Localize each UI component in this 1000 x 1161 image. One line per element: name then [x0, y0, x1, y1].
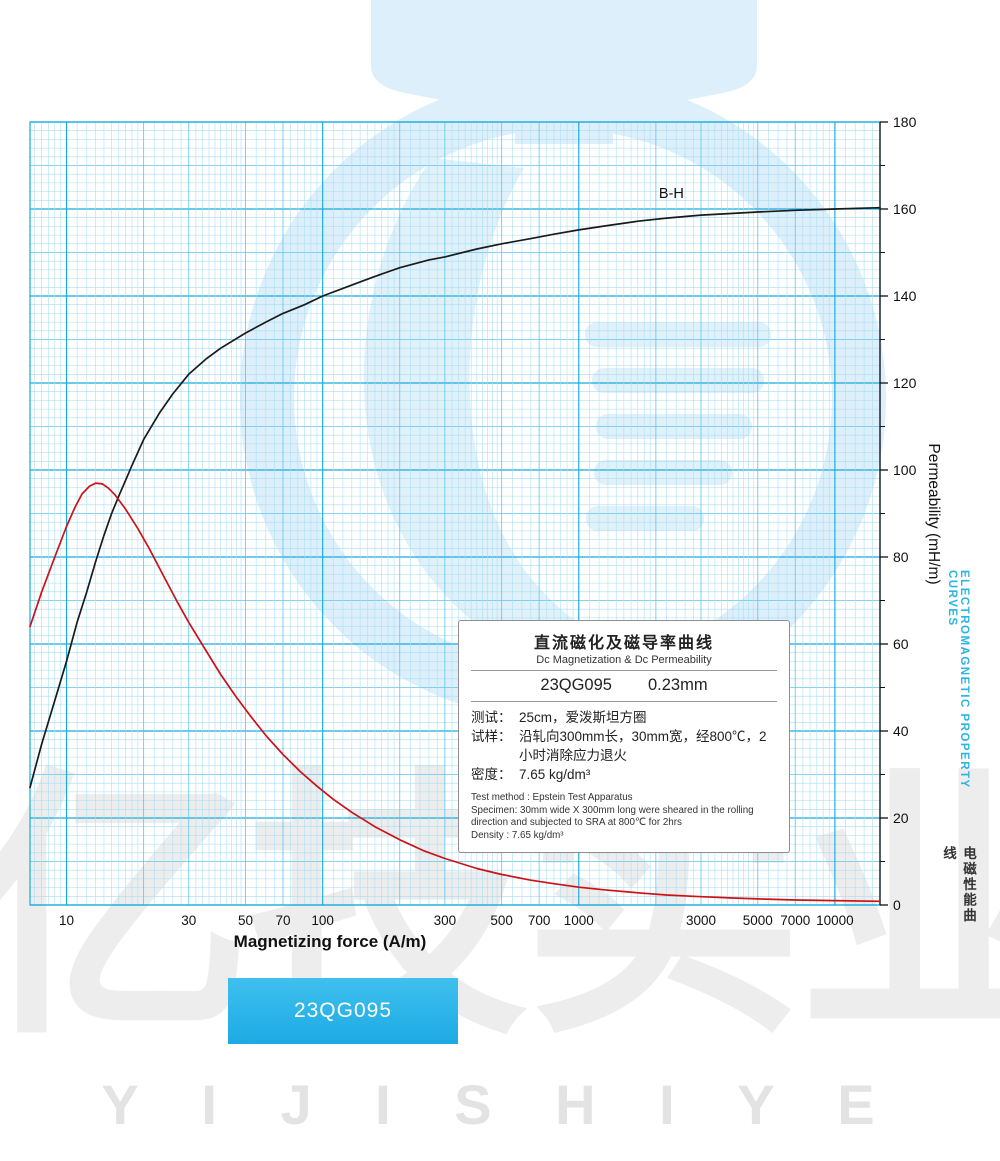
axis-labels: 0 20 40 60 80 100 120 140 160 180 10 30 50 70 100 300 50… — [59, 114, 942, 951]
info-en-line: Specimen: 30mm wide X 300mm long were sh… — [471, 804, 754, 829]
spec-info-box: 直流磁化及磁导率曲线 Dc Magnetization & Dc Permeab… — [458, 620, 790, 854]
info-cn-rows: 测试： 25cm，爱泼斯坦方圈 试样： 沿轧向300mm长，30mm宽，经800… — [471, 708, 777, 785]
x-axis-title: Magnetizing force (A/m) — [234, 932, 427, 951]
curves — [29, 206, 881, 903]
grade-button[interactable]: 23QG095 — [228, 978, 458, 1044]
x-tick-label: 70 — [275, 913, 290, 928]
y-tick-label: 20 — [893, 810, 909, 826]
thickness-label: 0.23mm — [647, 676, 708, 694]
x-tick-label: 5000 — [743, 913, 773, 928]
row-value: 7.65 kg/dm³ — [519, 767, 591, 783]
info-en-line: Density : 7.65 kg/dm³ — [471, 830, 564, 842]
row-label: 试样： — [471, 729, 512, 745]
x-tick-label: 50 — [238, 913, 253, 928]
info-title-en: Dc Magnetization & Dc Permeability — [471, 654, 777, 671]
side-caption-en: ELECTROMAGNETIC PROPERTY CURVES — [946, 570, 970, 789]
y-tick-label: 100 — [893, 462, 917, 478]
info-en-block: Test method : Epstein Test Apparatus Spe… — [471, 792, 777, 844]
y-tick-label: 140 — [893, 288, 917, 304]
y-tick-label: 40 — [893, 723, 909, 739]
info-row-specimen: 试样： 沿轧向300mm长，30mm宽，经800℃，2小时消除应力退火 — [471, 727, 777, 765]
row-label: 测试： — [471, 710, 512, 725]
x-tick-label: 10000 — [816, 913, 854, 928]
side-caption-cn: 电磁性能曲线 — [941, 846, 976, 924]
y-tick-label: 60 — [893, 636, 909, 652]
x-tick-label: 7000 — [780, 913, 810, 928]
x-tick-label: 1000 — [564, 913, 594, 928]
watermark-latin-text: Y I J I S H I Y E — [101, 1073, 899, 1136]
x-tick-label: 300 — [434, 913, 457, 928]
info-model-line: 23QG095 0.23mm — [471, 671, 777, 702]
x-tick-label: 700 — [528, 913, 551, 928]
row-label: 密度： — [471, 767, 512, 783]
side-caption: ELECTROMAGNETIC PROPERTY CURVES 电磁性能曲线 — [941, 570, 976, 934]
axes — [879, 121, 888, 906]
bh-curve — [29, 206, 881, 789]
y-tick-label: 120 — [893, 375, 917, 391]
x-tick-label: 3000 — [686, 913, 716, 928]
info-row-test: 测试： 25cm，爱泼斯坦方圈 — [471, 708, 777, 727]
permeability-curve — [29, 482, 881, 903]
x-tick-label: 30 — [181, 913, 196, 928]
x-tick-label: 10 — [59, 913, 74, 928]
grade-label: 23QG095 — [540, 676, 612, 694]
row-value: 25cm，爱泼斯坦方圈 — [519, 710, 647, 725]
x-tick-label: 100 — [311, 913, 334, 928]
info-en-line: Test method : Epstein Test Apparatus — [471, 791, 633, 803]
y-tick-label: 0 — [893, 897, 901, 913]
info-title-cn: 直流磁化及磁导率曲线 — [533, 635, 714, 652]
info-row-density: 密度： 7.65 kg/dm³ — [471, 765, 777, 784]
bh-curve-label: B-H — [659, 186, 684, 202]
row-value: 沿轧向300mm长，30mm宽，经800℃，2小时消除应力退火 — [519, 729, 767, 764]
y-tick-label: 160 — [893, 201, 917, 217]
y-tick-label: 80 — [893, 549, 909, 565]
x-tick-label: 500 — [490, 913, 513, 928]
y-axis-title: Permeability (mH/m) — [925, 443, 942, 584]
y-tick-label: 180 — [893, 114, 917, 130]
